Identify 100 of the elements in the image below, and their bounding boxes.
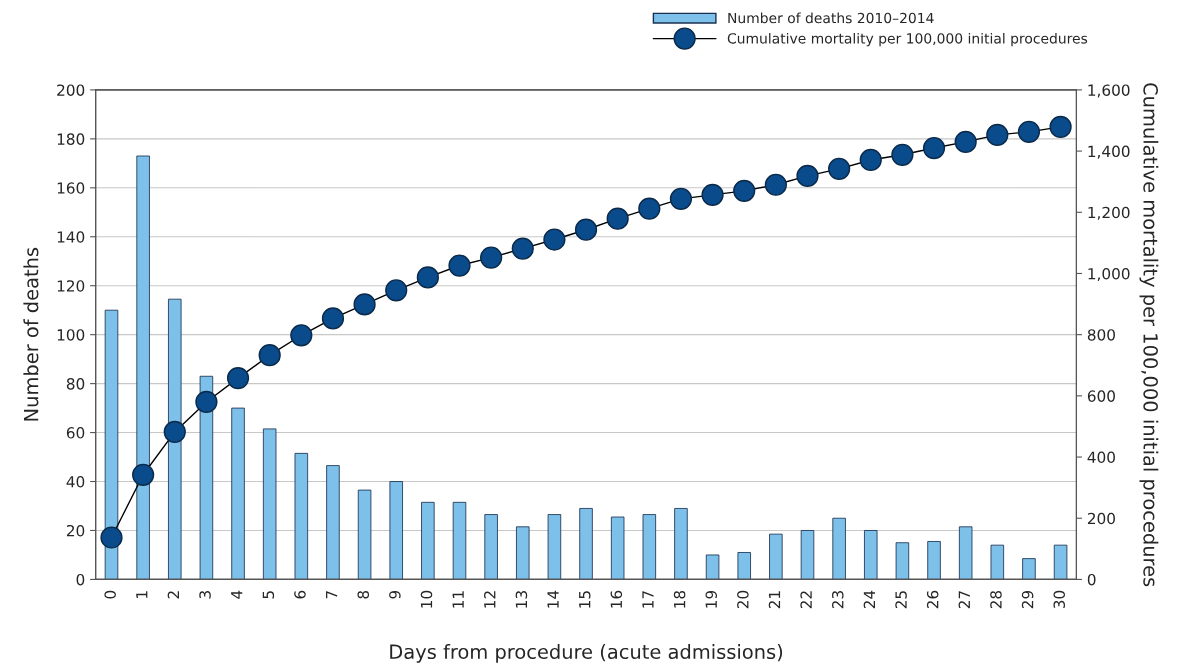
point — [353, 293, 376, 316]
bar — [516, 526, 530, 580]
point — [132, 463, 155, 486]
y2-tick-label: 800 — [1087, 329, 1115, 341]
y2-tick-label: 1,400 — [1088, 145, 1130, 159]
bar — [769, 533, 783, 580]
y-tick-label: 160 — [57, 182, 85, 194]
point — [195, 390, 218, 414]
y-tick-label: 40 — [66, 475, 85, 488]
bar — [990, 544, 1005, 580]
x-tick-label: 8 — [357, 590, 370, 599]
point — [416, 266, 439, 289]
point — [163, 420, 186, 444]
bar — [357, 489, 372, 580]
x-tick-label: 20 — [737, 590, 749, 609]
point — [796, 164, 819, 187]
x-tick-label: 23 — [832, 591, 844, 609]
y2-tick-label: 1,200 — [1088, 206, 1130, 220]
point — [226, 366, 250, 390]
x-tick-label: 7 — [326, 591, 338, 599]
point — [385, 279, 408, 302]
point — [1017, 120, 1041, 143]
point — [321, 307, 345, 330]
x-axis-title: Days from procedure (acute admissions) — [390, 644, 783, 663]
x-tick-label: 24 — [863, 590, 875, 609]
x-tick-label: 4 — [231, 590, 243, 599]
point — [511, 237, 534, 260]
x-tick-label: 9 — [389, 590, 401, 599]
y-tick-label: 60 — [66, 427, 85, 439]
bar — [389, 481, 403, 580]
bar — [674, 508, 688, 580]
x-tick-label: 10 — [420, 590, 433, 608]
x-tick-label: 22 — [800, 591, 812, 609]
point — [764, 173, 787, 196]
x-tick-label: 0 — [104, 590, 116, 599]
y-tick-label: 0 — [76, 573, 85, 586]
point — [733, 179, 756, 202]
y2-tick-label: 400 — [1087, 451, 1115, 464]
bar — [168, 298, 182, 580]
x-tick-label: 12 — [484, 591, 496, 608]
x-tick-label: 11 — [452, 591, 464, 608]
bar — [610, 516, 625, 580]
x-tick-label: 14 — [547, 590, 559, 608]
x-tick-label: 6 — [294, 590, 306, 599]
x-tick-label: 30 — [1053, 590, 1066, 609]
point — [1049, 115, 1072, 139]
point — [480, 246, 503, 269]
point — [891, 143, 914, 166]
bar — [895, 542, 910, 580]
bar — [547, 514, 562, 580]
bar — [421, 501, 435, 580]
y-tick-label: 140 — [57, 231, 85, 243]
x-tick-label: 25 — [895, 591, 907, 609]
y2-tick-label: 0 — [1087, 573, 1096, 586]
x-tick-label: 15 — [579, 591, 591, 608]
point — [574, 218, 598, 241]
bar — [737, 552, 751, 580]
x-tick-label: 19 — [705, 590, 718, 608]
point — [954, 130, 977, 154]
bar — [326, 465, 340, 580]
y2-tick-label: 1,000 — [1088, 267, 1130, 282]
point — [922, 136, 946, 160]
point — [701, 183, 724, 206]
x-tick-label: 1 — [136, 591, 148, 598]
point — [828, 157, 851, 180]
y2-axis-title: Cumulative mortality per 100,000 initial procedures — [1139, 83, 1159, 587]
x-tick-label: 17 — [642, 591, 654, 608]
point — [859, 148, 882, 172]
y-tick-label: 200 — [57, 84, 85, 96]
x-tick-label: 2 — [167, 591, 179, 599]
point — [638, 197, 661, 220]
bar — [642, 514, 657, 580]
x-tick-label: 26 — [926, 590, 939, 609]
point — [606, 207, 629, 230]
bar — [927, 541, 941, 580]
x-tick-label: 27 — [958, 591, 970, 609]
x-tick-label: 18 — [673, 590, 686, 608]
bar — [579, 508, 593, 580]
y-tick-label: 120 — [57, 280, 85, 292]
bar — [294, 452, 309, 580]
y2-tick-label: 200 — [1087, 512, 1115, 525]
bar — [832, 517, 846, 580]
x-tick-label: 13 — [515, 591, 528, 608]
bar — [1053, 544, 1068, 580]
legend-label: Cumulative mortality per 100,000 initial procedures — [727, 32, 1088, 47]
point — [100, 526, 123, 549]
y-tick-label: 100 — [57, 329, 85, 341]
point — [669, 187, 693, 210]
y-axis-title: Number of deaths — [23, 247, 39, 421]
y-tick-label: 20 — [66, 524, 85, 537]
y-tick-label: 180 — [57, 133, 85, 145]
x-tick-label: 28 — [990, 590, 1002, 609]
bar — [958, 526, 973, 580]
y2-tick-label: 1,600 — [1088, 84, 1130, 98]
bar — [705, 554, 720, 580]
bar — [262, 428, 277, 580]
x-tick-label: 5 — [262, 591, 275, 599]
x-tick-label: 16 — [610, 590, 623, 608]
point — [448, 254, 471, 277]
x-tick-label: 29 — [1021, 590, 1034, 609]
